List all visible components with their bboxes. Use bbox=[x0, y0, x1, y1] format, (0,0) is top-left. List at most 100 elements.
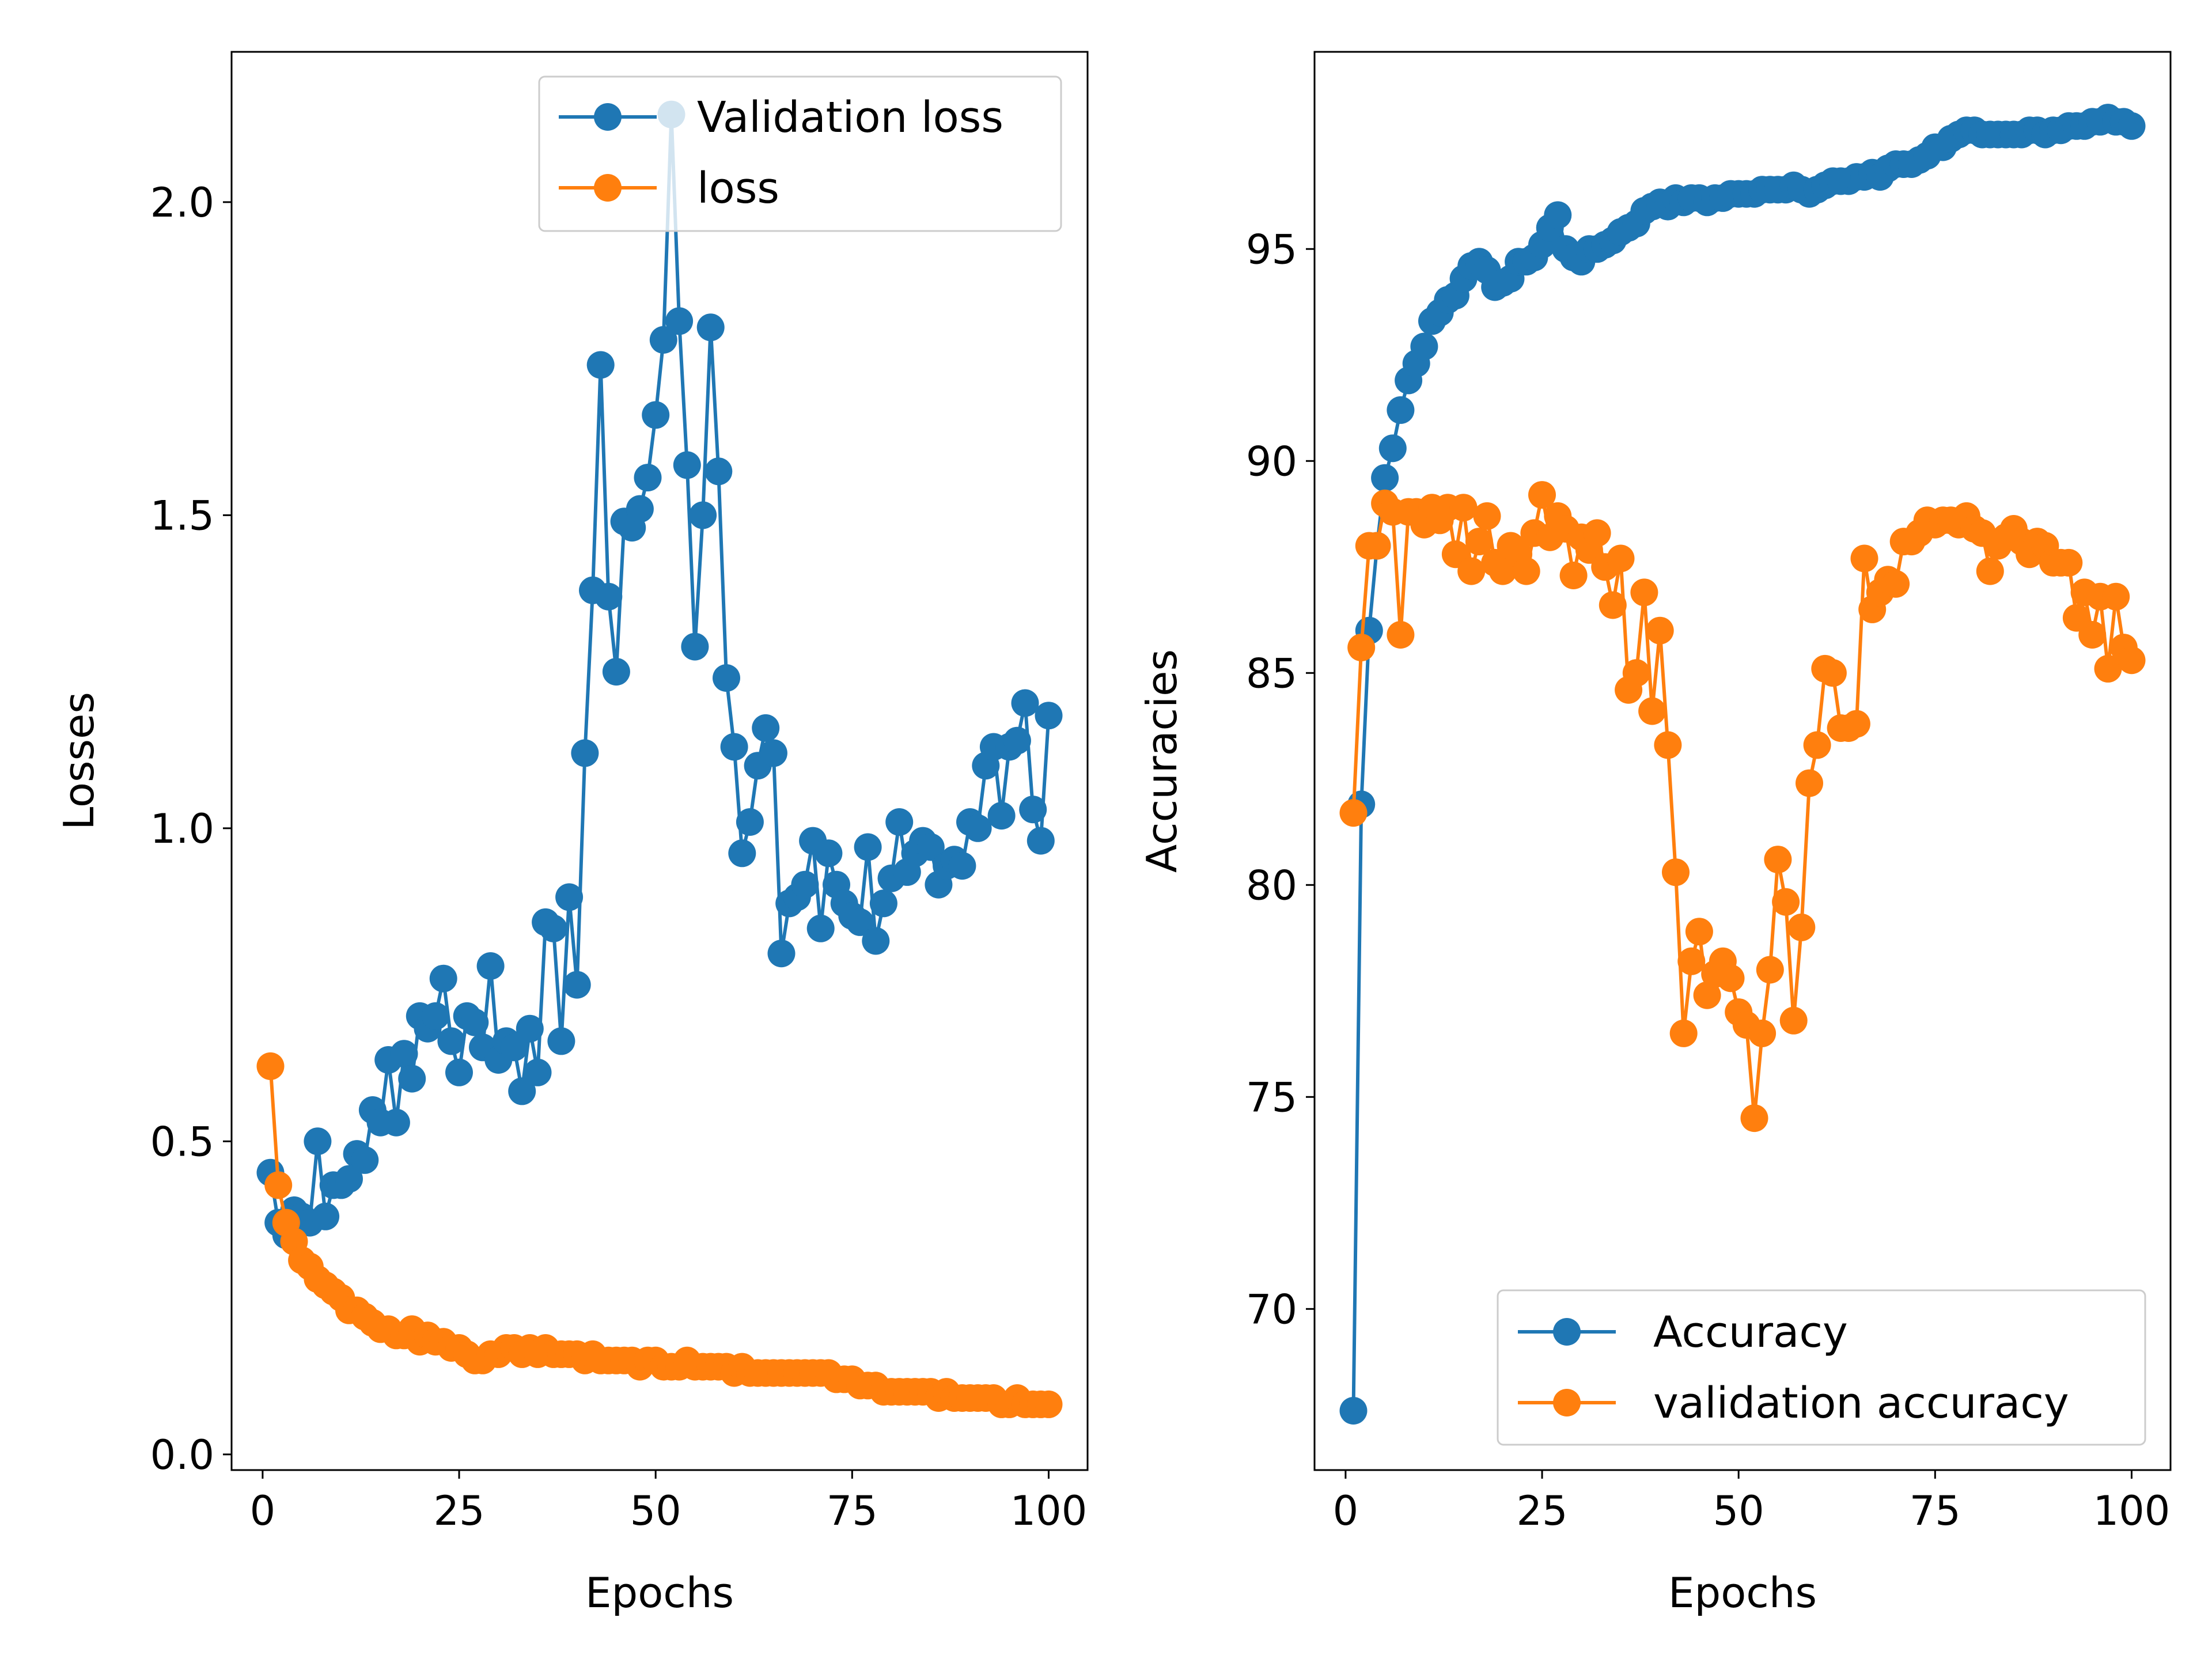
data-point bbox=[2094, 654, 2122, 683]
data-point bbox=[964, 814, 992, 842]
data-point bbox=[571, 739, 599, 767]
data-point bbox=[516, 1014, 544, 1043]
data-point bbox=[1528, 481, 1556, 509]
data-point bbox=[1693, 981, 1721, 1009]
legend-box bbox=[1497, 1289, 2146, 1446]
data-point bbox=[791, 870, 819, 899]
data-point bbox=[390, 1040, 418, 1068]
legend-label: Validation loss bbox=[697, 93, 1003, 142]
y-tick-label: 80 bbox=[1246, 862, 1297, 909]
y-tick-label: 0.0 bbox=[150, 1431, 214, 1479]
data-point bbox=[689, 501, 717, 529]
data-point bbox=[916, 833, 945, 861]
data-point bbox=[673, 451, 701, 479]
data-point bbox=[1347, 634, 1376, 662]
series-accuracy bbox=[1339, 104, 2146, 1425]
legend-label: Accuracy bbox=[1653, 1308, 1848, 1357]
series-validation-accuracy bbox=[1339, 481, 2146, 1132]
axes-frame bbox=[230, 51, 1089, 1471]
x-axis-label: Epochs bbox=[585, 1569, 734, 1617]
accuracies-chart: 0 25 50 75 100 70 75 80 85 90 95 Epochs Accuracies Ac… bbox=[1138, 51, 2172, 1617]
data-point bbox=[1646, 616, 1674, 645]
data-point bbox=[1339, 799, 1368, 827]
data-point bbox=[351, 1146, 379, 1174]
data-point bbox=[1685, 918, 1713, 946]
data-point bbox=[1796, 769, 1823, 797]
data-point bbox=[815, 839, 843, 868]
data-point bbox=[1748, 1019, 1777, 1047]
x-tick-label: 0 bbox=[250, 1487, 276, 1535]
data-point bbox=[1669, 1019, 1698, 1047]
x-tick-label: 75 bbox=[827, 1487, 878, 1535]
data-point bbox=[1559, 562, 1588, 589]
losses-chart: 0 25 50 75 100 0.0 0.5 1.0 1.5 2.0 Epochs Losses Val… bbox=[55, 51, 1089, 1617]
data-point bbox=[736, 808, 764, 836]
data-point bbox=[1764, 846, 1792, 874]
legend-marker bbox=[594, 174, 622, 202]
y-tick-label: 1.5 bbox=[150, 492, 214, 539]
legend-marker bbox=[594, 103, 622, 131]
data-point bbox=[1662, 858, 1690, 887]
data-point bbox=[1803, 731, 1831, 759]
data-point bbox=[704, 457, 733, 486]
data-point bbox=[665, 307, 694, 335]
x-tick-label: 25 bbox=[1516, 1487, 1567, 1535]
data-point bbox=[547, 1027, 575, 1055]
data-point bbox=[1035, 1390, 1063, 1418]
x-tick-label: 50 bbox=[630, 1487, 681, 1535]
legend-marker bbox=[1553, 1389, 1581, 1416]
data-point bbox=[1363, 532, 1391, 560]
data-point bbox=[854, 833, 882, 861]
data-point bbox=[2118, 112, 2146, 140]
data-point bbox=[256, 1052, 285, 1080]
y-tick-label: 75 bbox=[1246, 1074, 1297, 1121]
data-point bbox=[1011, 689, 1039, 717]
legend-label: loss bbox=[697, 164, 779, 213]
data-point bbox=[445, 1058, 473, 1086]
data-point bbox=[681, 632, 709, 661]
data-point bbox=[1387, 396, 1415, 424]
data-point bbox=[759, 739, 787, 767]
data-point bbox=[1019, 796, 1047, 824]
data-point bbox=[885, 808, 914, 836]
data-point bbox=[1465, 528, 1493, 556]
data-point bbox=[1756, 956, 1784, 984]
data-point bbox=[948, 852, 976, 880]
data-point bbox=[1850, 544, 1878, 573]
x-tick-label: 25 bbox=[433, 1487, 484, 1535]
x-tick-label: 75 bbox=[1910, 1487, 1961, 1535]
data-point bbox=[806, 914, 835, 942]
data-point bbox=[1630, 578, 1658, 607]
data-point bbox=[335, 1165, 363, 1193]
data-point bbox=[1544, 201, 1572, 229]
x-axis-label: Epochs bbox=[1668, 1569, 1817, 1617]
data-point bbox=[1787, 913, 1816, 941]
data-point bbox=[1378, 434, 1407, 463]
data-point bbox=[586, 351, 615, 379]
data-point bbox=[1449, 494, 1478, 522]
data-point bbox=[437, 1027, 465, 1055]
data-point bbox=[1677, 947, 1706, 975]
y-tick-label: 1.0 bbox=[150, 805, 214, 853]
data-point bbox=[1842, 710, 1870, 738]
data-point bbox=[869, 889, 897, 918]
data-point bbox=[508, 1077, 536, 1105]
data-point bbox=[642, 401, 670, 429]
data-point bbox=[1976, 557, 2004, 585]
data-point bbox=[1779, 1006, 1808, 1035]
data-point bbox=[1772, 888, 1800, 916]
series-loss bbox=[256, 1052, 1063, 1418]
data-point bbox=[1339, 1397, 1368, 1425]
data-point bbox=[752, 714, 780, 742]
data-point bbox=[626, 495, 654, 523]
y-tick-label: 95 bbox=[1246, 226, 1297, 273]
x-tick-label: 0 bbox=[1333, 1487, 1359, 1535]
legend-marker bbox=[1553, 1318, 1581, 1346]
y-tick-label: 0.5 bbox=[150, 1118, 214, 1165]
data-point bbox=[1371, 464, 1399, 492]
data-point bbox=[429, 964, 457, 993]
data-point bbox=[476, 952, 505, 980]
data-point bbox=[1410, 332, 1438, 361]
data-point bbox=[1638, 697, 1666, 725]
